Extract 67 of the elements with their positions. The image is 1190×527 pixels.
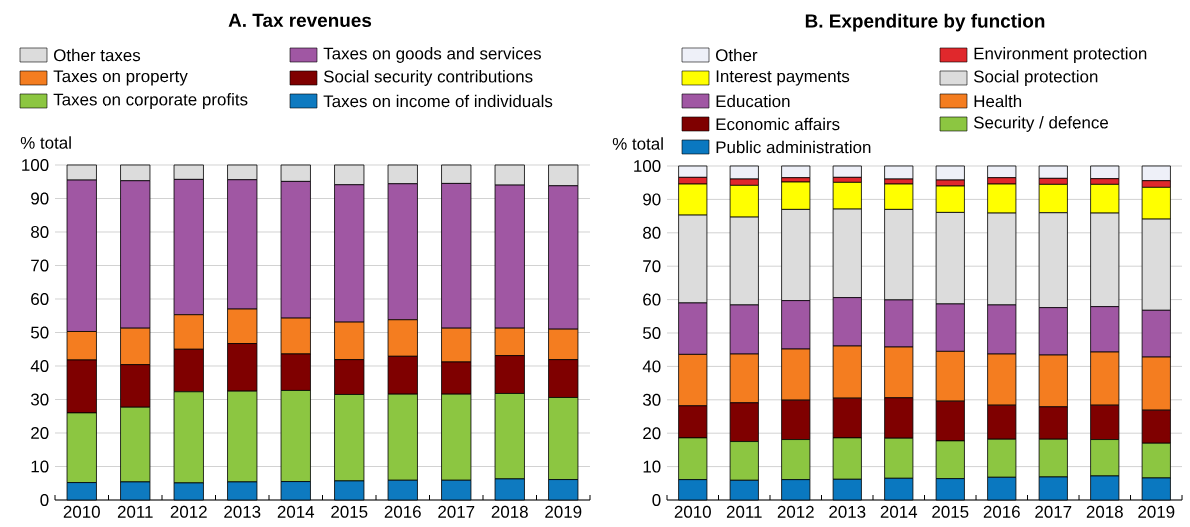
legend-label: Social security contributions (323, 70, 533, 86)
legend-label: Taxes on property (53, 70, 188, 86)
x-tick-label: 2012 (777, 505, 814, 518)
y-tick-label: 20 (643, 427, 661, 440)
y-axis-title: % total (20, 136, 71, 149)
legend-label: Security / defence (973, 116, 1109, 132)
bar (935, 165, 965, 181)
bar (884, 165, 914, 180)
y-tick-label: 50 (30, 326, 49, 339)
x-tick-label: 2019 (1138, 505, 1175, 518)
legend-label: Taxes on income of individuals (323, 94, 553, 108)
y-tick-label: 70 (31, 259, 49, 272)
y-tick-label: 50 (643, 327, 661, 339)
x-tick-label: 2017 (438, 505, 475, 518)
y-tick-label: 40 (642, 360, 661, 373)
y-tick-label: 80 (31, 226, 49, 238)
x-tick-label: 2017 (1035, 505, 1072, 518)
y-tick-label: 90 (31, 192, 49, 205)
bar (832, 165, 862, 178)
legend-label: Other (716, 48, 758, 62)
legend-label: Education (716, 94, 790, 108)
x-tick-label: 2018 (491, 505, 528, 518)
legend-label: Public administration (716, 140, 871, 154)
x-tick-label: 2018 (1086, 505, 1123, 518)
legend-label: Interest payments (716, 70, 850, 86)
y-tick-label: 0 (652, 494, 661, 506)
y-axis-title: % total (612, 137, 663, 150)
x-tick-label: 2011 (726, 505, 762, 518)
legend-label: Social protection (973, 70, 1098, 86)
x-tick-label: 2010 (63, 505, 100, 518)
y-tick-label: 100 (634, 160, 661, 172)
legend-label: Taxes on goods and services (323, 47, 541, 63)
x-tick-label: 2012 (170, 505, 207, 518)
y-tick-label: 20 (31, 427, 49, 439)
x-tick-label: 2010 (674, 505, 711, 518)
bar (781, 165, 811, 179)
x-tick-label: 2016 (983, 505, 1020, 518)
y-tick-label: 30 (642, 393, 661, 406)
x-tick-label: 2014 (880, 505, 918, 518)
y-tick-label: 60 (31, 293, 49, 305)
x-tick-label: 2013 (829, 505, 866, 518)
y-tick-label: 90 (643, 193, 661, 206)
y-tick-label: 40 (30, 360, 49, 372)
x-tick-label: 2019 (545, 505, 582, 518)
legend-label: Environment protection (974, 47, 1147, 63)
y-tick-label: 10 (31, 460, 49, 473)
chart-title: A. Tax revenues (228, 13, 372, 28)
legend-label: Other taxes (54, 48, 141, 62)
bar (987, 165, 1017, 179)
y-tick-label: 10 (643, 460, 661, 473)
legend-label: Taxes on corporate profits (53, 93, 248, 109)
y-tick-label: 0 (40, 494, 49, 506)
x-tick-label: 2011 (117, 505, 153, 518)
legend-label: Economic affairs (716, 117, 840, 131)
chart-title: B. Expenditure by function (805, 13, 1045, 32)
y-tick-label: 30 (30, 393, 49, 406)
x-tick-label: 2016 (384, 505, 421, 518)
legend-label: Health (974, 94, 1022, 108)
x-tick-label: 2015 (331, 505, 368, 518)
y-tick-label: 70 (643, 260, 661, 273)
x-tick-label: 2013 (224, 505, 261, 518)
y-tick-label: 100 (22, 159, 49, 171)
x-tick-label: 2014 (277, 505, 315, 518)
bar (1090, 165, 1120, 180)
y-tick-label: 80 (643, 226, 661, 239)
y-tick-label: 60 (643, 293, 661, 306)
x-tick-label: 2015 (932, 505, 969, 518)
